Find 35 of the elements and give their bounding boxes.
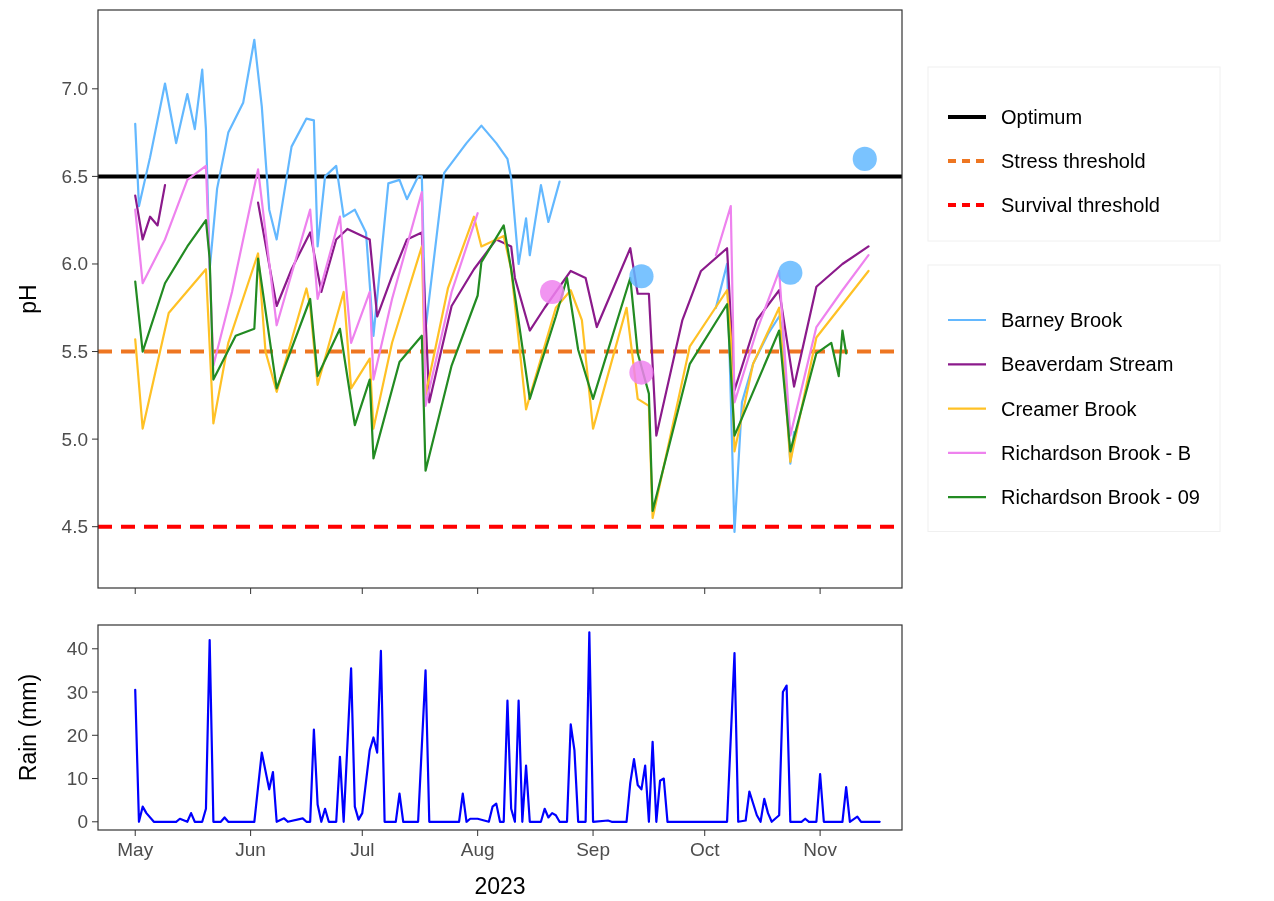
y-tick-label: 0 [77,811,88,833]
y-tick-label: 30 [66,681,88,703]
point [778,260,803,285]
legend-label: Richardson Brook - 09 [1001,486,1200,509]
legend-label: Survival threshold [1001,194,1160,216]
y-tick-label: 5.5 [61,341,88,363]
y-tick-label: 20 [66,724,88,746]
x-tick-label: Jun [235,839,266,860]
y-tick-label: 4.5 [61,516,88,538]
x-tick-label: Nov [803,839,838,860]
y-tick-label: 40 [66,638,88,660]
point [629,264,654,289]
y-tick-label: 6.0 [61,253,88,275]
y-axis-title: Rain (mm) [15,673,41,782]
legend-label: Beaverdam Stream [1001,353,1174,376]
x-tick-label: Jul [350,839,375,860]
point [629,360,654,385]
line-series [134,631,881,823]
x-axis-title: 2023 [474,873,526,899]
y-axis-title: pH [15,284,41,314]
y-tick-label: 5.0 [61,428,88,450]
y-tick-label: 10 [66,768,88,790]
x-tick-label: Oct [689,839,721,860]
x-tick-label: Aug [460,839,495,860]
legend-label: Stress threshold [1001,150,1146,172]
legend-label: Barney Brook [1001,309,1124,331]
legend-label: Richardson Brook - B [1001,441,1192,464]
x-tick-label: Sep [576,839,610,860]
point [540,279,565,305]
legend-label: Optimum [1001,106,1083,128]
y-tick-label: 7.0 [61,78,88,100]
x-tick-label: May [117,839,154,860]
legend-label: Creamer Brook [1001,397,1138,420]
point [852,146,877,171]
y-tick-label: 6.5 [61,165,88,187]
